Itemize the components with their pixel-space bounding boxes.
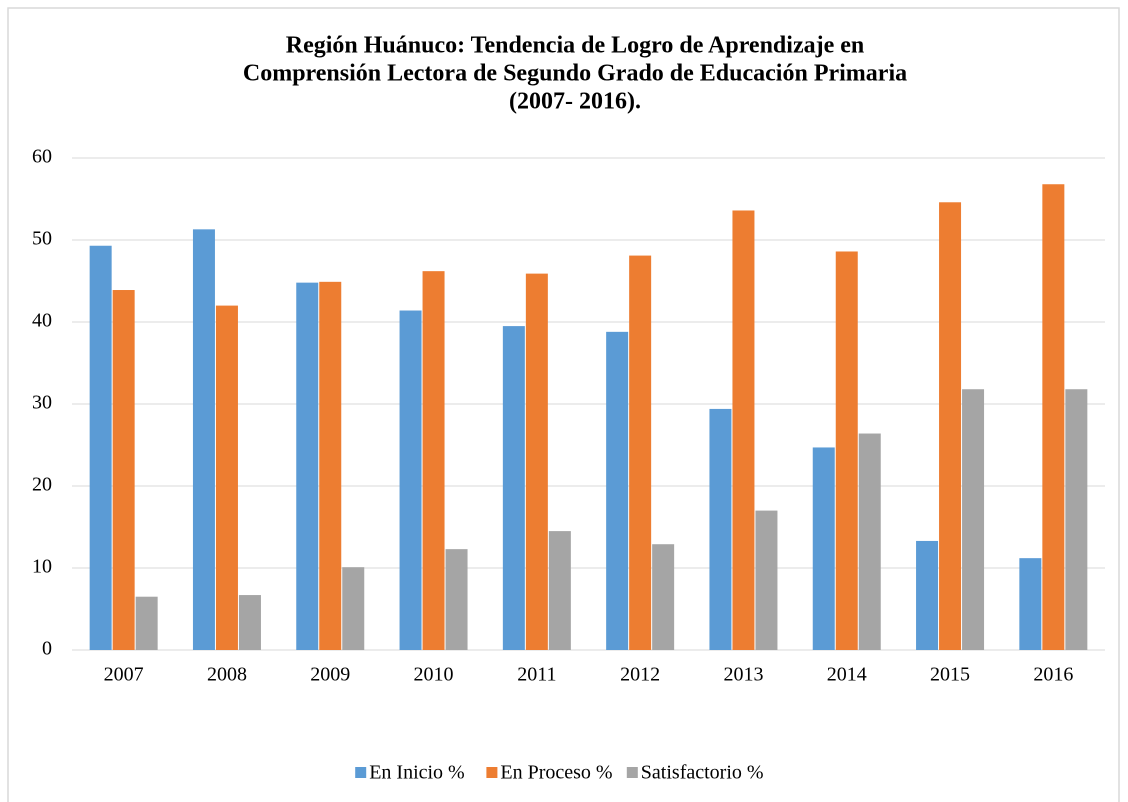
bar <box>525 273 548 650</box>
bar <box>629 255 652 650</box>
x-tick-label: 2016 <box>1033 664 1073 686</box>
x-tick-label: 2009 <box>310 664 350 686</box>
x-tick-label: 2013 <box>723 664 763 686</box>
bar <box>652 544 675 650</box>
y-tick-label: 60 <box>32 146 52 168</box>
x-tick-label: 2012 <box>620 664 660 686</box>
x-tick-label: 2011 <box>517 664 556 686</box>
legend-swatch <box>626 767 638 778</box>
bar <box>962 389 985 650</box>
bar <box>192 229 215 650</box>
bar <box>445 549 468 650</box>
y-tick-label: 10 <box>32 556 52 578</box>
x-tick-label: 2008 <box>207 664 247 686</box>
bar <box>858 433 881 650</box>
bar <box>502 326 525 650</box>
x-tick-label: 2010 <box>414 664 454 686</box>
bar <box>215 305 238 650</box>
bar <box>812 447 835 650</box>
bar <box>399 310 422 650</box>
bar <box>1065 389 1088 650</box>
x-tick-label: 2015 <box>930 664 970 686</box>
bar <box>319 281 342 650</box>
bar <box>939 202 962 650</box>
y-tick-label: 20 <box>32 474 52 496</box>
bar <box>709 408 732 650</box>
bar <box>238 595 261 650</box>
bar <box>1019 558 1042 650</box>
bar <box>606 331 629 650</box>
bar <box>112 290 135 650</box>
bar <box>296 282 319 650</box>
legend-label: Satisfactorio % <box>641 762 764 784</box>
y-tick-label: 50 <box>32 228 52 250</box>
legend-swatch <box>355 767 367 778</box>
bar <box>548 531 571 650</box>
x-tick-label: 2014 <box>827 664 867 686</box>
chart-title: Región Huánuco: Tendencia de Logro de Ap… <box>286 33 865 59</box>
y-tick-label: 40 <box>32 310 52 332</box>
legend-label: En Proceso % <box>500 762 612 784</box>
chart-title: (2007- 2016). <box>509 89 641 115</box>
y-tick-label: 0 <box>42 638 52 660</box>
bar <box>835 251 858 651</box>
y-tick-label: 30 <box>32 392 52 414</box>
bar <box>732 210 755 651</box>
bar <box>916 540 939 650</box>
bar <box>1042 184 1065 651</box>
chart-title: Comprensión Lectora de Segundo Grado de … <box>243 61 907 87</box>
x-tick-label: 2007 <box>104 664 144 686</box>
legend-swatch <box>486 767 498 778</box>
bar <box>422 271 445 650</box>
bar <box>89 245 112 651</box>
bar <box>755 510 778 650</box>
legend-label: En Inicio % <box>369 762 465 784</box>
bar <box>342 567 365 650</box>
bar <box>135 596 158 650</box>
